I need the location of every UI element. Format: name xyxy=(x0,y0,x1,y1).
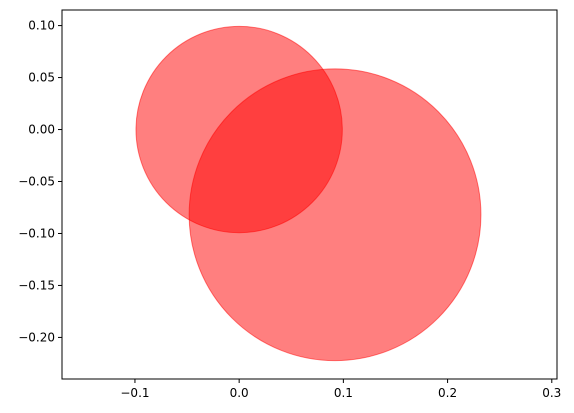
circles-layer xyxy=(135,25,482,362)
x-axis: −0.1 0.0 0.1 0.2 0.3 xyxy=(120,379,561,400)
circle-2 xyxy=(188,68,482,362)
x-tick-label: −0.1 xyxy=(120,386,149,400)
y-tick-label: −0.20 xyxy=(18,330,55,344)
y-tick-label: 0.00 xyxy=(28,123,55,137)
plot-frame xyxy=(61,9,558,380)
x-tick-label: 0.1 xyxy=(334,386,353,400)
y-tick-label: −0.15 xyxy=(18,278,55,292)
x-tick-label: 0.3 xyxy=(542,386,561,400)
x-tick-label: 0.2 xyxy=(438,386,457,400)
y-tick-label: 0.10 xyxy=(28,19,55,33)
y-tick-label: −0.05 xyxy=(18,175,55,189)
y-tick-label: 0.05 xyxy=(28,71,55,85)
y-axis: 0.10 0.05 0.00 −0.05 −0.10 −0.15 −0.20 xyxy=(18,19,62,344)
x-tick-label: 0.0 xyxy=(230,386,249,400)
y-tick-label: −0.10 xyxy=(18,226,55,240)
